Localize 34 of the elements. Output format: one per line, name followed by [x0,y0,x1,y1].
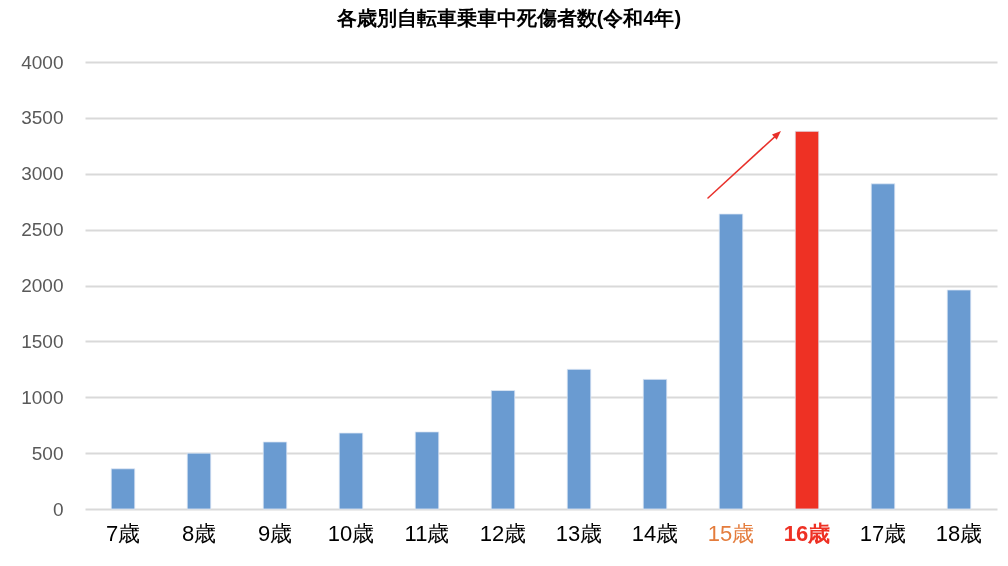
x-tick-label: 8歳 [181,520,217,546]
y-tick-label: 1500 [21,330,64,352]
y-tick-label: 500 [31,442,64,464]
x-tick-label: 18歳 [935,520,983,546]
x-tick-label: 14歳 [631,520,679,546]
bar [566,368,592,510]
bar [870,183,896,510]
chart-title: 各歳別自転車乗車中死傷者数(令和4年) [335,7,682,29]
y-tick-label: 2500 [21,219,64,241]
x-tick-label: 16歳 [783,520,831,546]
bar [794,130,820,510]
x-tick-label: 9歳 [257,520,293,546]
y-tick-label: 3500 [21,107,64,129]
bar [490,390,516,510]
bar [414,431,440,510]
y-tick-label: 1000 [21,386,64,408]
y-tick-label: 2000 [21,275,64,296]
x-tick-label: 13歳 [555,520,603,546]
y-tick-label: 3000 [21,163,64,185]
bar [186,452,212,510]
bar [110,468,136,510]
x-tick-label: 10歳 [327,520,375,546]
bar [946,289,972,510]
x-tick-label: 7歳 [105,520,141,546]
x-tick-label: 17歳 [859,520,907,546]
x-tick-label: 11歳 [404,520,450,546]
x-tick-label: 12歳 [479,520,527,546]
y-tick-label: 4000 [21,51,64,73]
y-tick-label: 0 [52,498,64,520]
x-tick-label: 15歳 [707,520,755,546]
bar [338,432,364,510]
bar [718,213,744,510]
bar [262,441,288,510]
bar [642,378,668,510]
